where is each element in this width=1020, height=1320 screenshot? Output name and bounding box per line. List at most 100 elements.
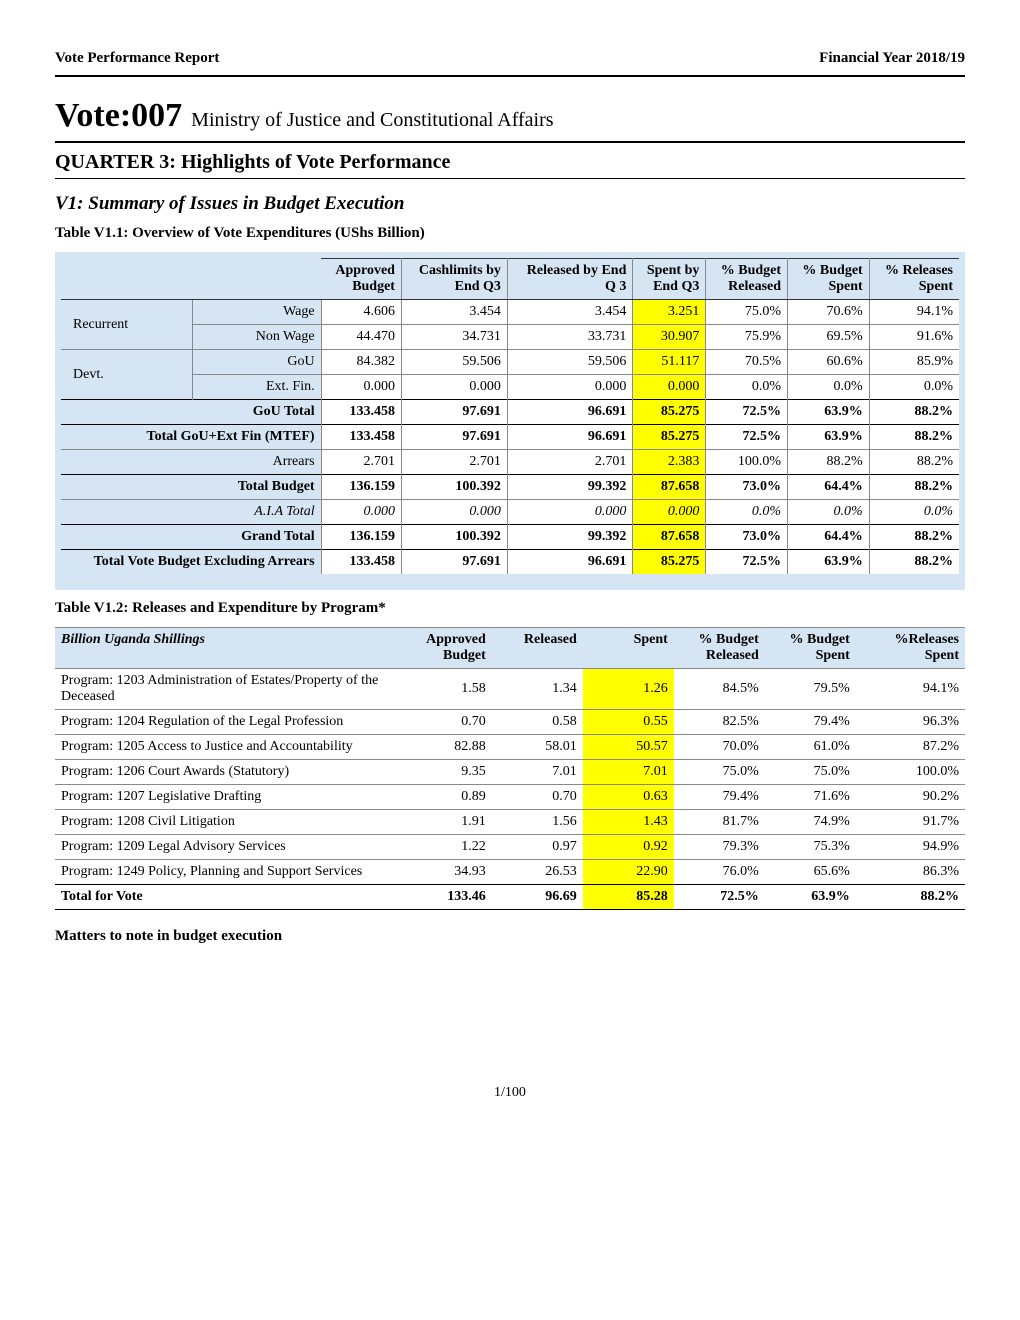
cell-value: 0.000: [633, 500, 706, 525]
cell-value: 2.701: [401, 450, 507, 475]
col-header: Billion Uganda Shillings: [55, 628, 401, 669]
cell-value: 2.701: [321, 450, 401, 475]
cell-value: 133.458: [321, 425, 401, 450]
cell-value: 88.2%: [869, 450, 959, 475]
divider: [55, 178, 965, 179]
cell-value: 22.90: [583, 860, 674, 885]
cell-value: 97.691: [401, 425, 507, 450]
col-header: % BudgetSpent: [788, 259, 870, 300]
cell-value: 0.89: [401, 785, 492, 810]
cell-value: 79.3%: [674, 835, 765, 860]
cell-value: 58.01: [492, 735, 583, 760]
cell-value: 75.0%: [674, 760, 765, 785]
col-header: % ReleasesSpent: [869, 259, 959, 300]
table-v1-2: Billion Uganda ShillingsApprovedBudgetRe…: [55, 627, 965, 910]
cell-value: 50.57: [583, 735, 674, 760]
cell-value: 100.0%: [856, 760, 965, 785]
cell-value: 100.0%: [706, 450, 788, 475]
col-header: Cashlimits byEnd Q3: [401, 259, 507, 300]
row-label: A.I.A Total: [61, 500, 321, 525]
cell-value: 85.28: [583, 885, 674, 910]
cell-value: 90.2%: [856, 785, 965, 810]
cell-value: 59.506: [507, 350, 632, 375]
col-header: Released by EndQ 3: [507, 259, 632, 300]
cell-value: 72.5%: [706, 550, 788, 575]
cell-value: 0.63: [583, 785, 674, 810]
cell-value: 64.4%: [788, 475, 870, 500]
cell-value: 2.383: [633, 450, 706, 475]
cell-value: 87.658: [633, 475, 706, 500]
cell-value: 65.6%: [765, 860, 856, 885]
row-label: Arrears: [61, 450, 321, 475]
cell-value: 1.56: [492, 810, 583, 835]
cell-value: 72.5%: [706, 425, 788, 450]
cell-value: 1.58: [401, 669, 492, 710]
category-label: Devt.: [61, 350, 193, 400]
cell-value: 88.2%: [788, 450, 870, 475]
cell-value: 94.1%: [869, 300, 959, 325]
cell-value: 133.458: [321, 550, 401, 575]
cell-value: 0.000: [507, 375, 632, 400]
cell-value: 96.691: [507, 425, 632, 450]
row-label: GoU Total: [61, 400, 321, 425]
divider: [55, 141, 965, 143]
cell-value: 97.691: [401, 400, 507, 425]
cell-value: 34.731: [401, 325, 507, 350]
cell-value: 75.3%: [765, 835, 856, 860]
cell-value: 3.454: [507, 300, 632, 325]
table-v1-1-title: Table V1.1: Overview of Vote Expenditure…: [55, 225, 965, 242]
program-name: Program: 1206 Court Awards (Statutory): [55, 760, 401, 785]
row-label: GoU: [193, 350, 321, 375]
cell-value: 82.88: [401, 735, 492, 760]
cell-value: 75.0%: [765, 760, 856, 785]
cell-value: 100.392: [401, 475, 507, 500]
cell-value: 0.000: [507, 500, 632, 525]
vote-number: Vote:007: [55, 97, 182, 134]
cell-value: 71.6%: [765, 785, 856, 810]
cell-value: 99.392: [507, 525, 632, 550]
cell-value: 0.000: [321, 375, 401, 400]
cell-value: 82.5%: [674, 710, 765, 735]
cell-value: 96.691: [507, 550, 632, 575]
category-label: Recurrent: [61, 300, 193, 350]
vote-title: Vote:007 Ministry of Justice and Constit…: [55, 97, 965, 135]
cell-value: 0.58: [492, 710, 583, 735]
cell-value: 85.275: [633, 400, 706, 425]
cell-value: 86.3%: [856, 860, 965, 885]
quarter-heading: QUARTER 3: Highlights of Vote Performanc…: [55, 151, 965, 174]
cell-value: 97.691: [401, 550, 507, 575]
cell-value: 63.9%: [788, 400, 870, 425]
cell-value: 7.01: [583, 760, 674, 785]
cell-value: 1.34: [492, 669, 583, 710]
cell-value: 33.731: [507, 325, 632, 350]
cell-value: 136.159: [321, 525, 401, 550]
program-name: Program: 1204 Regulation of the Legal Pr…: [55, 710, 401, 735]
col-header: ApprovedBudget: [401, 628, 492, 669]
page-number: 1/100: [55, 1085, 965, 1101]
cell-value: 84.5%: [674, 669, 765, 710]
row-label: Wage: [193, 300, 321, 325]
cell-value: 2.701: [507, 450, 632, 475]
cell-value: 88.2%: [856, 885, 965, 910]
cell-value: 51.117: [633, 350, 706, 375]
cell-value: 96.691: [507, 400, 632, 425]
table-v1-1-container: ApprovedBudgetCashlimits byEnd Q3Release…: [55, 252, 965, 590]
cell-value: 0.000: [321, 500, 401, 525]
cell-value: 72.5%: [706, 400, 788, 425]
report-name: Vote Performance Report: [55, 50, 219, 67]
cell-value: 87.658: [633, 525, 706, 550]
cell-value: 0.0%: [706, 375, 788, 400]
cell-value: 79.4%: [765, 710, 856, 735]
cell-value: 3.454: [401, 300, 507, 325]
row-label: Total Vote Budget Excluding Arrears: [61, 550, 321, 575]
cell-value: 7.01: [492, 760, 583, 785]
col-header: Released: [492, 628, 583, 669]
program-name: Total for Vote: [55, 885, 401, 910]
cell-value: 0.0%: [788, 500, 870, 525]
cell-value: 0.70: [492, 785, 583, 810]
program-name: Program: 1203 Administration of Estates/…: [55, 669, 401, 710]
cell-value: 0.000: [401, 375, 507, 400]
cell-value: 0.97: [492, 835, 583, 860]
program-name: Program: 1207 Legislative Drafting: [55, 785, 401, 810]
cell-value: 59.506: [401, 350, 507, 375]
